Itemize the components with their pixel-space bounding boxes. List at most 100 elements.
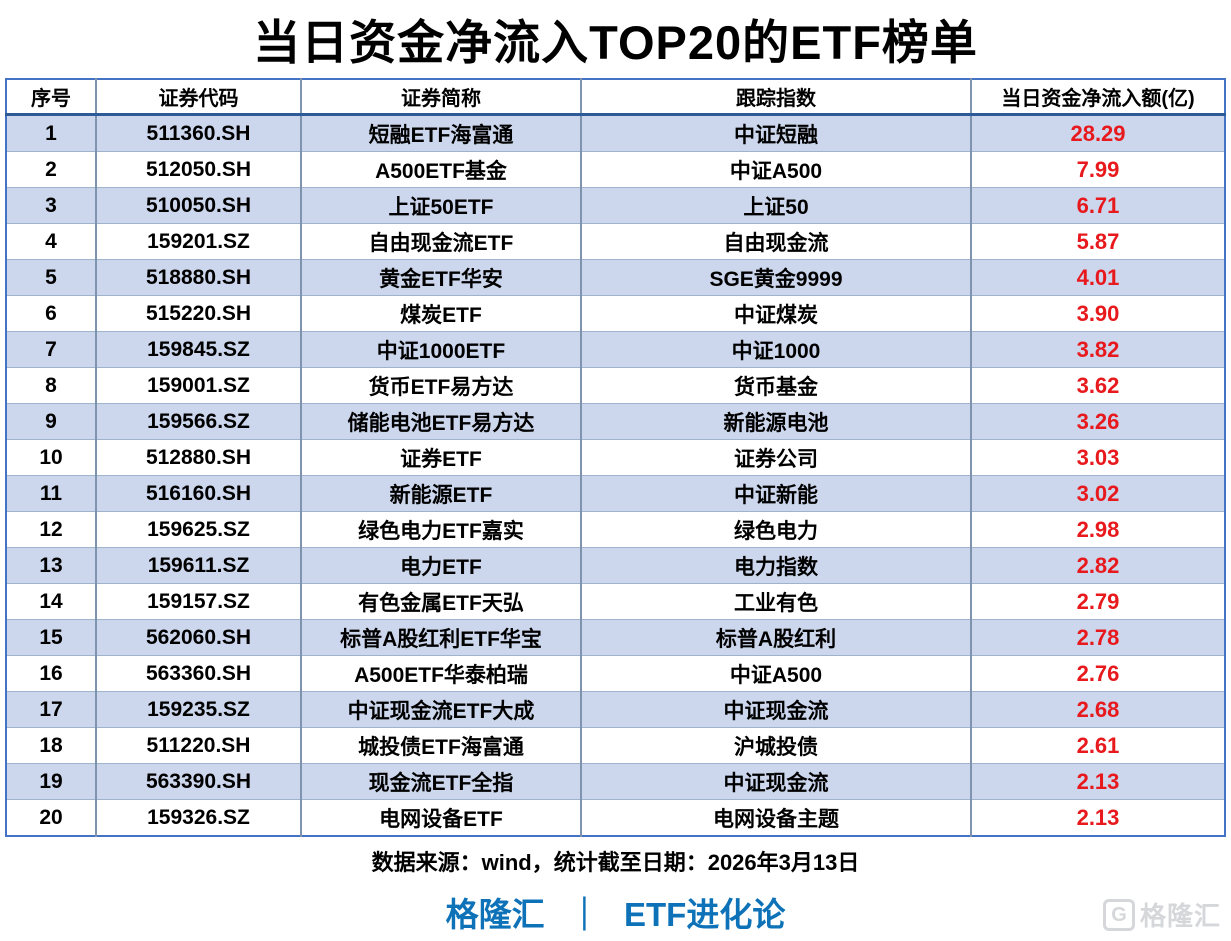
code-cell: 510050.SH	[95, 187, 301, 224]
inflow-cell: 3.90	[970, 295, 1225, 332]
table-row: 6 515220.SH 煤炭ETF 中证煤炭 3.90	[6, 295, 1225, 332]
gelonghui-logo-icon: G	[1102, 898, 1135, 931]
index-cell: 中证短融	[580, 114, 971, 152]
inflow-cell: 7.99	[970, 151, 1225, 188]
brand-footer: 格隆汇 ｜ ETF进化论	[0, 888, 1231, 936]
table-row: 2 512050.SH A500ETF基金 中证A500 7.99	[6, 151, 1225, 188]
code-cell: 159566.SZ	[95, 403, 301, 440]
column-header-inflow: 当日资金净流入额(亿)	[970, 79, 1225, 116]
code-cell: 563390.SH	[95, 763, 301, 800]
rank-cell: 6	[6, 295, 96, 332]
inflow-cell: 6.71	[970, 187, 1225, 224]
rank-cell: 17	[6, 691, 96, 728]
table-row: 16 563360.SH A500ETF华泰柏瑞 中证A500 2.76	[6, 655, 1225, 692]
rank-cell: 16	[6, 655, 96, 692]
table-row: 1 511360.SH 短融ETF海富通 中证短融 28.29	[6, 114, 1225, 152]
name-cell: 自由现金流ETF	[300, 223, 581, 260]
name-cell: 电网设备ETF	[300, 799, 581, 836]
code-cell: 159001.SZ	[95, 367, 301, 404]
inflow-cell: 2.13	[970, 799, 1225, 836]
code-cell: 512050.SH	[95, 151, 301, 188]
rank-cell: 18	[6, 727, 96, 764]
rank-cell: 11	[6, 475, 96, 512]
rank-cell: 15	[6, 619, 96, 656]
table-row: 14 159157.SZ 有色金属ETF天弘 工业有色 2.79	[6, 583, 1225, 620]
index-cell: 绿色电力	[580, 511, 971, 548]
code-cell: 563360.SH	[95, 655, 301, 692]
name-cell: 黄金ETF华安	[300, 259, 581, 296]
column-header-index: 跟踪指数	[580, 79, 971, 116]
watermark-label: 格隆汇	[1139, 901, 1221, 931]
name-cell: 短融ETF海富通	[300, 114, 581, 152]
table-row: 13 159611.SZ 电力ETF 电力指数 2.82	[6, 547, 1225, 584]
inflow-cell: 2.76	[970, 655, 1225, 692]
name-cell: 中证1000ETF	[300, 331, 581, 368]
brand-separator: ｜	[567, 896, 601, 933]
rank-cell: 8	[6, 367, 96, 404]
table-row: 5 518880.SH 黄金ETF华安 SGE黄金9999 4.01	[6, 259, 1225, 296]
rank-cell: 9	[6, 403, 96, 440]
index-cell: 工业有色	[580, 583, 971, 620]
inflow-cell: 2.98	[970, 511, 1225, 548]
index-cell: 电网设备主题	[580, 799, 971, 836]
table-row: 10 512880.SH 证券ETF 证券公司 3.03	[6, 439, 1225, 476]
index-cell: 中证1000	[580, 331, 971, 368]
table-row: 17 159235.SZ 中证现金流ETF大成 中证现金流 2.68	[6, 691, 1225, 728]
brand-name: 格隆汇	[445, 896, 545, 933]
index-cell: 证券公司	[580, 439, 971, 476]
inflow-cell: 3.03	[970, 439, 1225, 476]
column-header-code: 证券代码	[95, 79, 301, 116]
name-cell: 上证50ETF	[300, 187, 581, 224]
name-cell: 标普A股红利ETF华宝	[300, 619, 581, 656]
table-row: 11 516160.SH 新能源ETF 中证新能 3.02	[6, 475, 1225, 512]
index-cell: SGE黄金9999	[580, 259, 971, 296]
index-cell: 中证现金流	[580, 763, 971, 800]
inflow-cell: 2.79	[970, 583, 1225, 620]
index-cell: 电力指数	[580, 547, 971, 584]
rank-cell: 4	[6, 223, 96, 260]
code-cell: 518880.SH	[95, 259, 301, 296]
rank-cell: 14	[6, 583, 96, 620]
name-cell: 绿色电力ETF嘉实	[300, 511, 581, 548]
code-cell: 562060.SH	[95, 619, 301, 656]
code-cell: 511220.SH	[95, 727, 301, 764]
name-cell: 电力ETF	[300, 547, 581, 584]
code-cell: 511360.SH	[95, 114, 301, 152]
rank-cell: 12	[6, 511, 96, 548]
name-cell: A500ETF基金	[300, 151, 581, 188]
code-cell: 159611.SZ	[95, 547, 301, 584]
table-row: 12 159625.SZ 绿色电力ETF嘉实 绿色电力 2.98	[6, 511, 1225, 548]
name-cell: 有色金属ETF天弘	[300, 583, 581, 620]
etf-ranking-table: 序号 证券代码 证券简称 跟踪指数 当日资金净流入额(亿) 1 511360.SH 短融ET…	[5, 78, 1226, 837]
name-cell: 现金流ETF全指	[300, 763, 581, 800]
inflow-cell: 28.29	[970, 114, 1225, 152]
table-row: 8 159001.SZ 货币ETF易方达 货币基金 3.62	[6, 367, 1225, 404]
inflow-cell: 2.68	[970, 691, 1225, 728]
code-cell: 159201.SZ	[95, 223, 301, 260]
rank-cell: 13	[6, 547, 96, 584]
code-cell: 515220.SH	[95, 295, 301, 332]
column-header-name: 证券简称	[300, 79, 581, 116]
index-cell: 中证A500	[580, 655, 971, 692]
index-cell: 新能源电池	[580, 403, 971, 440]
name-cell: A500ETF华泰柏瑞	[300, 655, 581, 692]
name-cell: 中证现金流ETF大成	[300, 691, 581, 728]
index-cell: 中证现金流	[580, 691, 971, 728]
gelonghui-watermark: G 格隆汇	[1102, 896, 1221, 933]
name-cell: 证券ETF	[300, 439, 581, 476]
code-cell: 516160.SH	[95, 475, 301, 512]
rank-cell: 1	[6, 114, 96, 152]
inflow-cell: 3.62	[970, 367, 1225, 404]
name-cell: 储能电池ETF易方达	[300, 403, 581, 440]
index-cell: 中证新能	[580, 475, 971, 512]
inflow-cell: 3.82	[970, 331, 1225, 368]
inflow-cell: 2.13	[970, 763, 1225, 800]
code-cell: 159625.SZ	[95, 511, 301, 548]
table-row: 20 159326.SZ 电网设备ETF 电网设备主题 2.13	[6, 799, 1225, 836]
table-row: 3 510050.SH 上证50ETF 上证50 6.71	[6, 187, 1225, 224]
inflow-cell: 5.87	[970, 223, 1225, 260]
index-cell: 沪城投债	[580, 727, 971, 764]
code-cell: 159157.SZ	[95, 583, 301, 620]
table-row: 19 563390.SH 现金流ETF全指 中证现金流 2.13	[6, 763, 1225, 800]
